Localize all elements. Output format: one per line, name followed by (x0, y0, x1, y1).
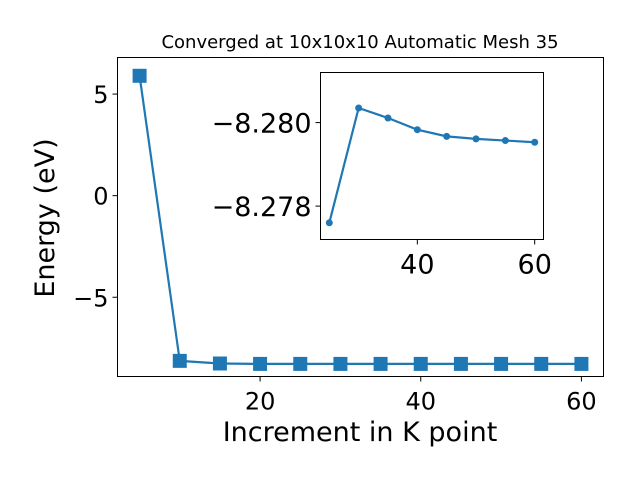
chart-title: Converged at 10x10x10 Automatic Mesh 35 (161, 32, 558, 53)
y-axis-label: Energy (eV) (30, 138, 61, 297)
inset-data-point (443, 132, 451, 140)
main-data-point (253, 356, 268, 371)
inset-series-line (328, 106, 535, 224)
main-data-point (574, 356, 589, 371)
main-data-point (373, 356, 388, 371)
main-plot: 20 40 60 5 0 −5 (73, 57, 604, 416)
main-data-point (534, 356, 549, 371)
main-y-tick-label: 0 (93, 183, 108, 211)
inset-y-tick-label: −8.280 (212, 109, 312, 140)
main-data-point (212, 356, 227, 371)
main-data-point (132, 68, 147, 83)
main-axes-frame (117, 57, 604, 377)
main-y-tick-label: 5 (93, 81, 108, 109)
inset-y-tick-label: −8.278 (212, 192, 312, 223)
main-data-point (333, 356, 348, 371)
main-x-tick-label: 40 (405, 388, 436, 416)
main-data-point (453, 356, 468, 371)
inset-data-point (355, 104, 363, 112)
inset-data-point (501, 137, 509, 145)
main-y-tick-label: −5 (73, 284, 108, 312)
main-data-point (293, 356, 308, 371)
inset-plot: 40 60 −8.280 −8.278 (212, 72, 552, 281)
main-data-point (494, 356, 509, 371)
main-data-point (172, 353, 187, 368)
inset-x-tick-label: 40 (400, 250, 434, 281)
main-data-point (413, 356, 428, 371)
inset-axes-frame (320, 72, 544, 240)
main-x-tick-label: 60 (566, 388, 597, 416)
inset-data-point (531, 138, 539, 146)
inset-x-tick-label: 60 (518, 250, 552, 281)
x-axis-label: Increment in K point (223, 417, 498, 448)
inset-data-point (325, 219, 333, 227)
inset-data-point (472, 135, 480, 143)
inset-data-point (384, 114, 392, 122)
inset-data-point (413, 126, 421, 134)
main-x-tick-label: 20 (245, 388, 276, 416)
